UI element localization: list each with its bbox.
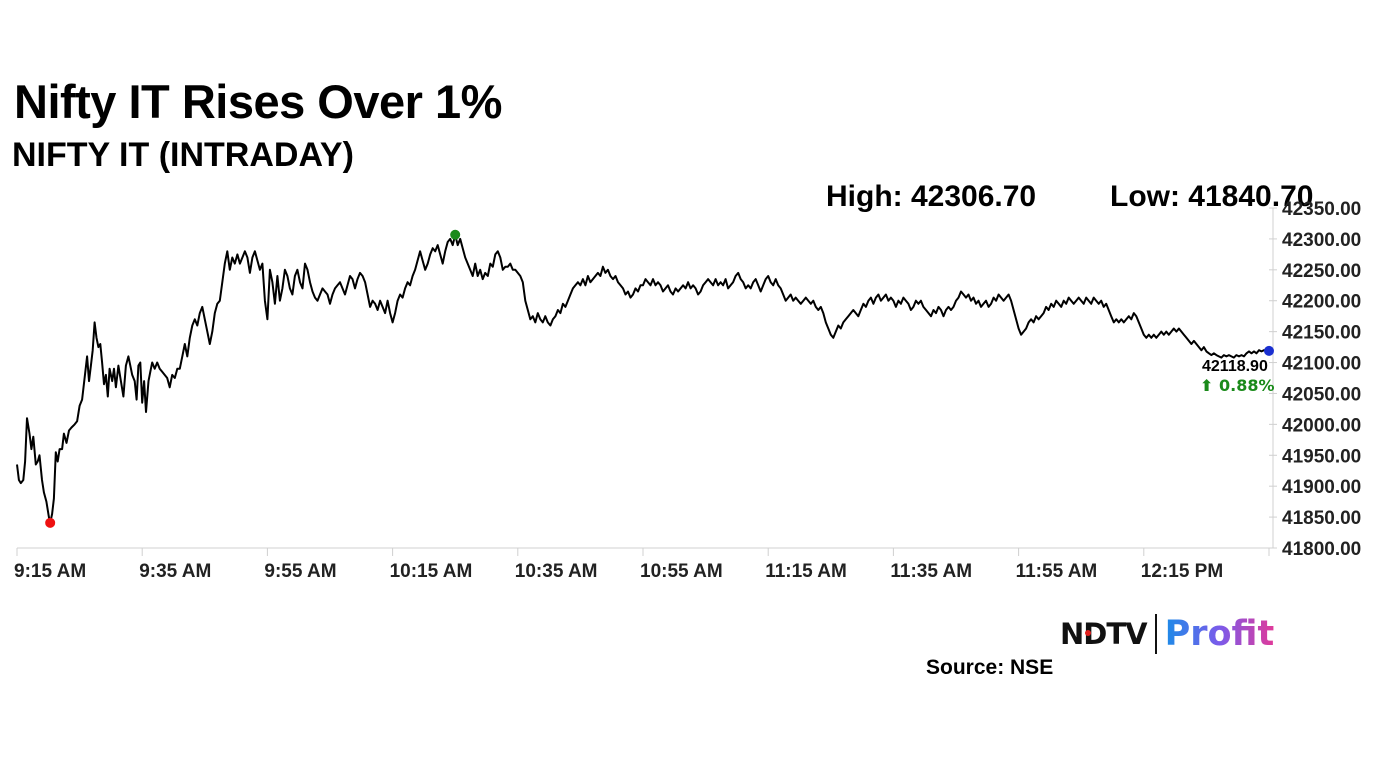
y-tick-label: 41950.00 xyxy=(1282,446,1361,467)
x-tick-label: 11:55 AM xyxy=(1016,561,1098,582)
plot-area: 42118.90⬆ 0.88% xyxy=(16,229,1274,528)
high-stat: High: 42306.70 xyxy=(826,180,1037,213)
x-tick-label: 10:55 AM xyxy=(640,561,723,582)
last-price-label: 42118.90 xyxy=(1202,358,1268,375)
x-tick-label: 10:35 AM xyxy=(515,561,598,582)
source-note: Source: NSE xyxy=(926,656,1054,679)
y-tick-label: 42350.00 xyxy=(1282,199,1361,220)
y-tick-label: 42000.00 xyxy=(1282,415,1361,436)
y-tick-label: 42050.00 xyxy=(1282,384,1361,405)
x-axis: 9:15 AM 9:35 AM 9:55 AM 10:15 AM 10:35 AM 10:… xyxy=(14,547,1272,582)
x-tick-label: 9:15 AM xyxy=(14,561,86,582)
chart-headline: Nifty IT Rises Over 1% xyxy=(14,75,502,128)
last-price-marker xyxy=(1264,345,1274,356)
logo-divider xyxy=(1154,614,1157,654)
ndtv-profit-logo: NDTV Profit xyxy=(1060,612,1274,656)
y-tick-label: 42100.00 xyxy=(1282,354,1361,375)
low-marker xyxy=(45,517,56,528)
y-tick-label: 42150.00 xyxy=(1282,323,1361,344)
change-percent-label: ⬆ 0.88% xyxy=(1200,376,1274,395)
y-tick-label: 42300.00 xyxy=(1282,230,1361,251)
y-tick-label: 41800.00 xyxy=(1282,539,1361,560)
x-tick-label: 9:35 AM xyxy=(139,561,211,582)
y-axis: 41800.00 41850.00 41900.00 41950.00 42000.00… xyxy=(1269,199,1361,560)
logo-product-text: Profit xyxy=(1164,614,1275,654)
logo-dot-icon xyxy=(1085,630,1091,636)
y-tick-label: 41850.00 xyxy=(1282,508,1361,529)
low-stat: Low: 41840.70 xyxy=(1110,180,1314,213)
price-series-line xyxy=(16,233,1270,524)
y-tick-label: 42250.00 xyxy=(1282,261,1361,282)
x-tick-label: 9:55 AM xyxy=(264,561,336,582)
x-tick-label: 12:15 PM xyxy=(1141,561,1223,582)
x-tick-label: 10:15 AM xyxy=(390,561,473,582)
chart-subtitle: NIFTY IT (INTRADAY) xyxy=(12,136,354,174)
y-tick-label: 41900.00 xyxy=(1282,477,1361,498)
y-tick-label: 42200.00 xyxy=(1282,292,1361,313)
x-tick-label: 11:35 AM xyxy=(890,561,972,582)
x-tick-label: 11:15 AM xyxy=(765,561,847,582)
logo-brand-text: NDTV xyxy=(1060,617,1148,651)
high-marker xyxy=(450,229,461,240)
